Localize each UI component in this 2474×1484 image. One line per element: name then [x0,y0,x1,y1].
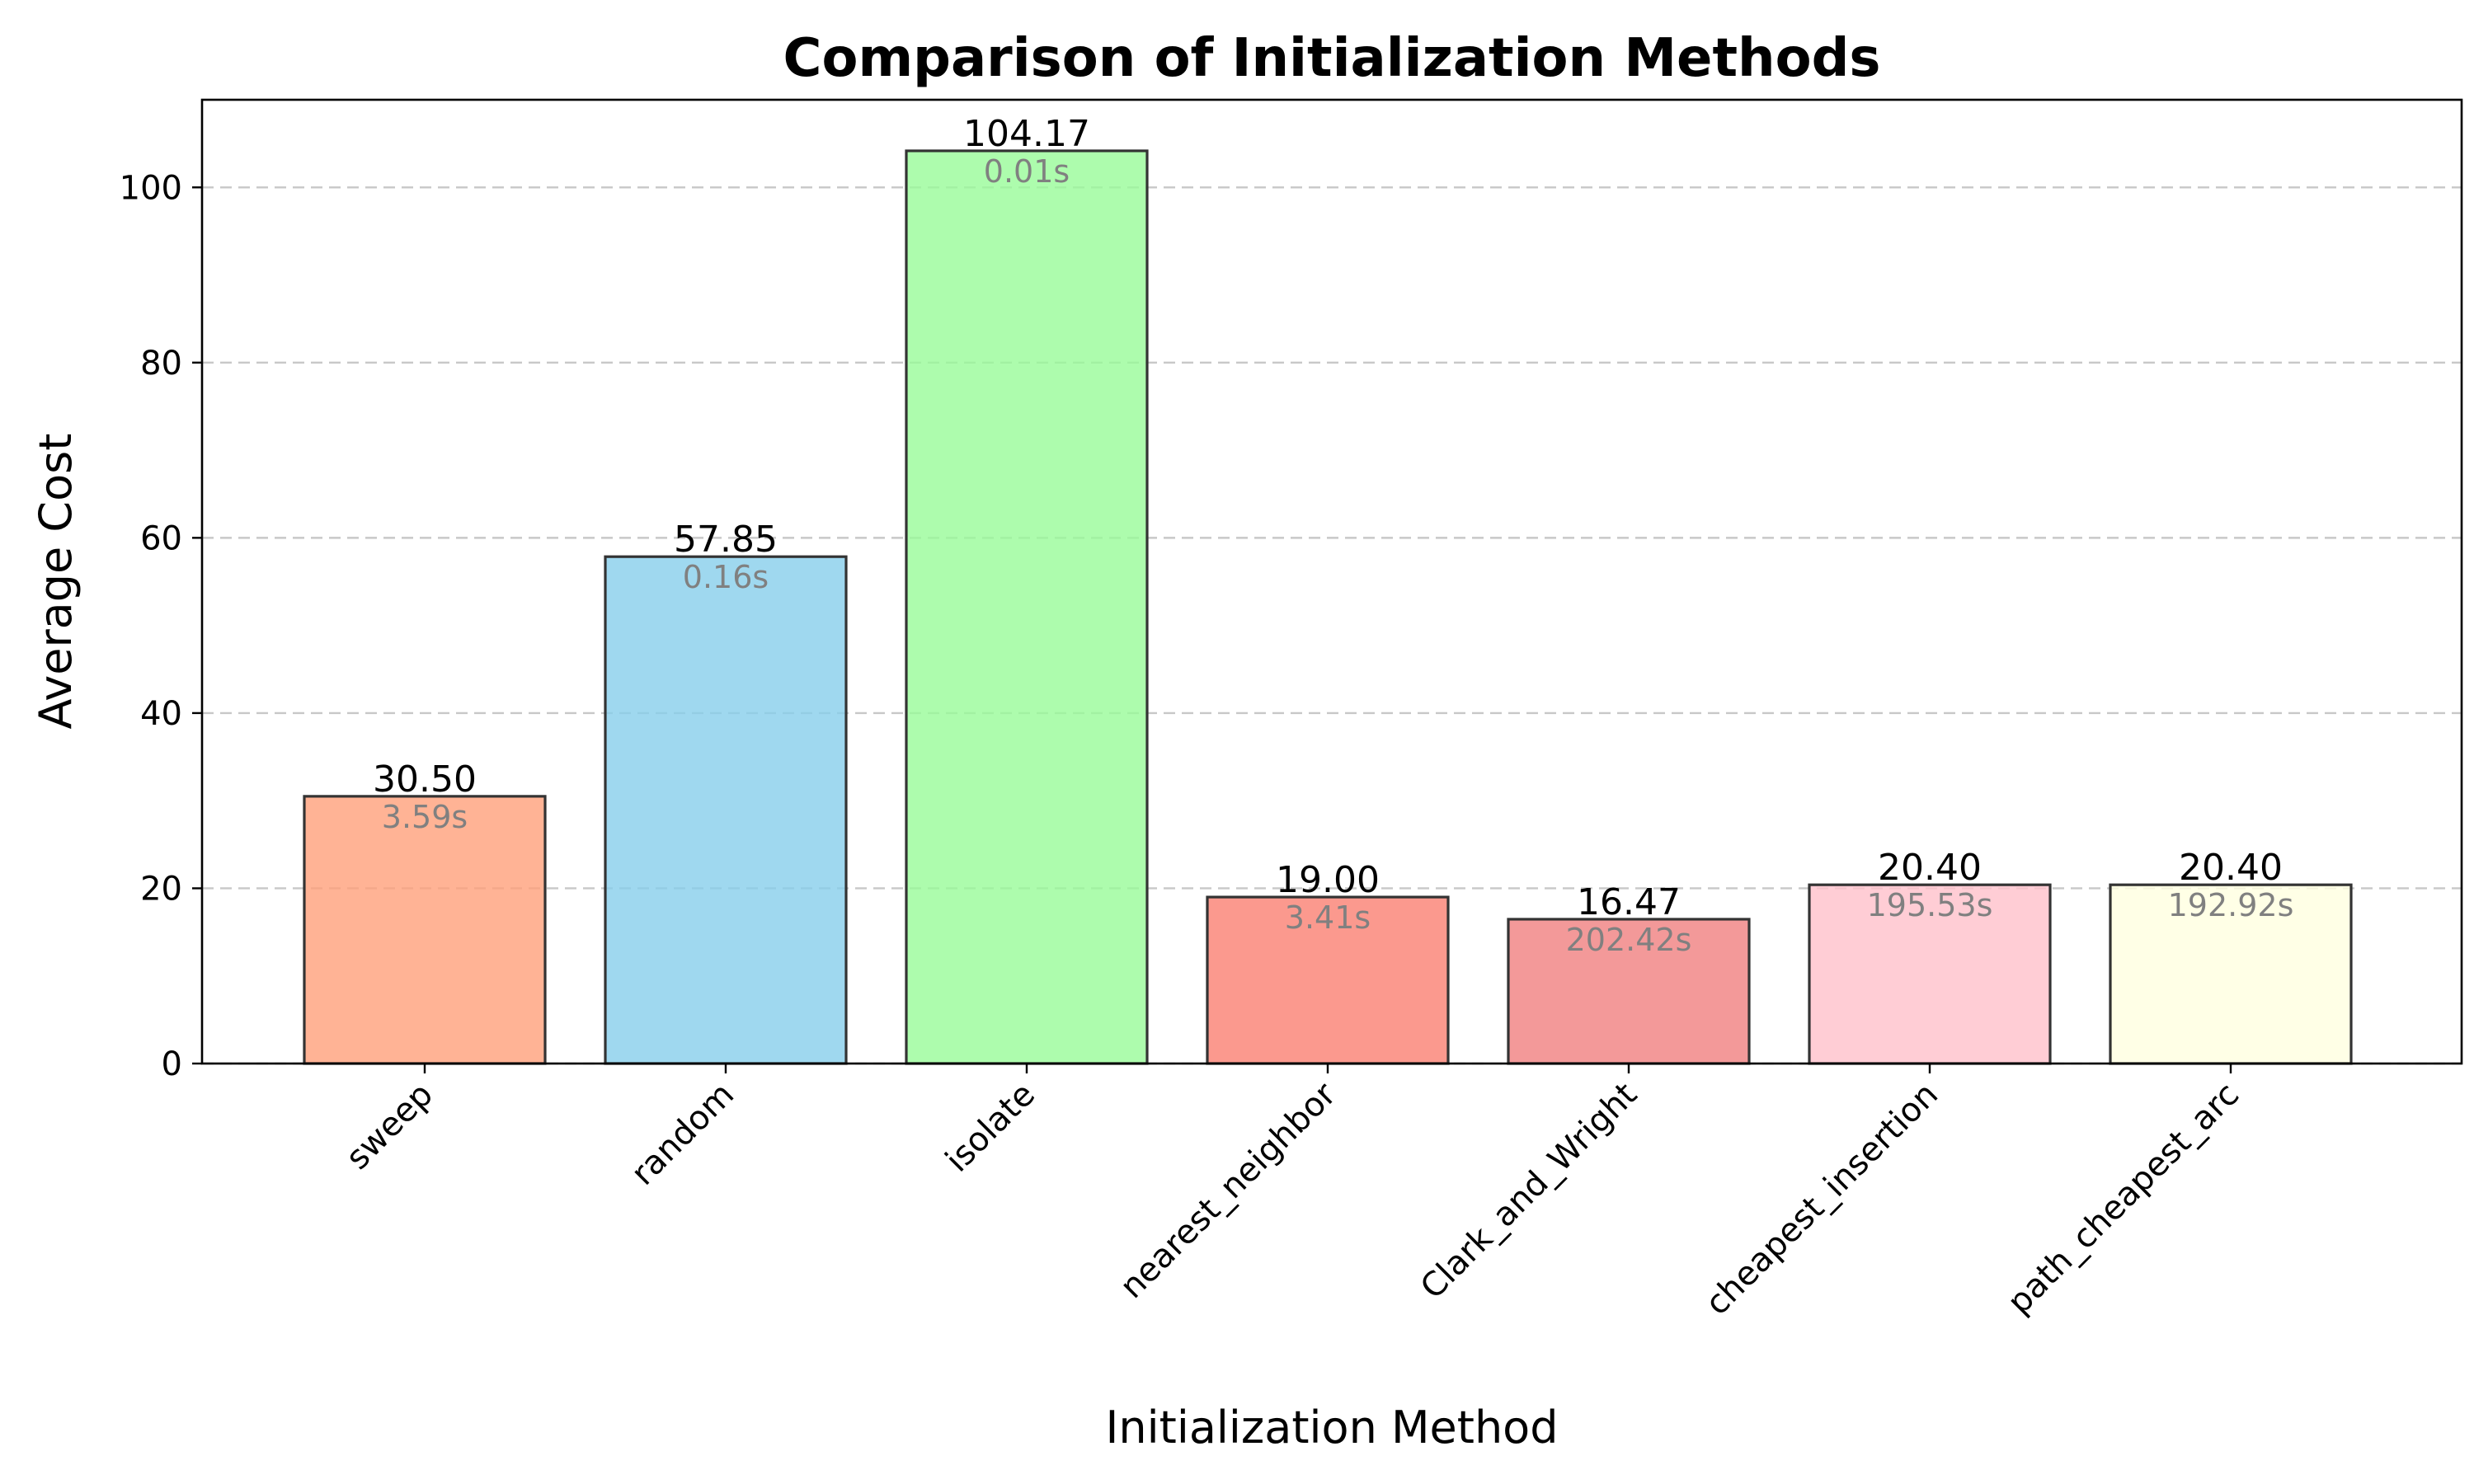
value-label-cheapest_insertion: 20.40 [1878,847,1982,889]
x-tick-label-isolate: isolate [938,1076,1042,1180]
value-label-isolate: 104.17 [963,113,1090,155]
bar-random [604,555,848,1065]
plot-frame [200,98,2463,1065]
axes: 0 20 40 60 80 100 sweep random isolate nearest_ne… [120,169,2246,1322]
y-tick-label-3: 60 [140,519,182,557]
bars [303,149,2353,1065]
time-label-cheapest_insertion: 195.53s [1867,887,1993,923]
time-label-Clark_and_Wright: 202.42s [1566,922,1692,958]
y-tick-label-0: 0 [162,1045,182,1083]
x-tick-label-sweep: sweep [339,1076,440,1177]
y-tick-label-4: 80 [140,345,182,383]
y-tick-label-5: 100 [120,169,182,207]
time-label-sweep: 3.59s [382,799,468,835]
x-tick-label-nearest_neighbor: nearest_neighbor [1113,1075,1344,1306]
value-label-nearest_neighbor: 19.00 [1276,859,1380,901]
chart-title: Comparison of Initialization Methods [783,28,1881,89]
bar-labels: 30.503.59s 57.850.16s 104.170.01s 19.003.41… [373,113,2293,958]
time-label-nearest_neighbor: 3.41s [1285,899,1371,936]
y-tick-label-2: 40 [140,695,182,733]
x-tick-label-path_cheapest_arc: path_cheapest_arc [2001,1076,2246,1322]
bar-Clark_and_Wright [1507,918,1751,1065]
time-label-isolate: 0.01s [984,153,1070,190]
bar-path_cheapest_arc [2109,883,2353,1065]
value-label-random: 57.85 [674,519,778,561]
time-label-random: 0.16s [683,559,769,595]
bar-nearest_neighbor [1206,895,1450,1065]
bar-isolate [905,149,1149,1065]
y-tick-label-1: 20 [140,870,182,908]
x-axis-label: Initialization Method [1106,1402,1559,1453]
x-tick-label-Clark_and_Wright: Clark_and_Wright [1413,1076,1644,1307]
value-label-Clark_and_Wright: 16.47 [1577,881,1681,923]
y-axis-label: Average Cost [30,434,82,730]
x-tick-label-cheapest_insertion: cheapest_insertion [1698,1076,1945,1323]
x-tick-label-random: random [624,1076,741,1193]
bar-cheapest_insertion [1808,883,2052,1065]
value-label-path_cheapest_arc: 20.40 [2179,847,2283,889]
bar-sweep [303,795,547,1065]
time-label-path_cheapest_arc: 192.92s [2168,887,2294,923]
value-label-sweep: 30.50 [373,758,477,801]
